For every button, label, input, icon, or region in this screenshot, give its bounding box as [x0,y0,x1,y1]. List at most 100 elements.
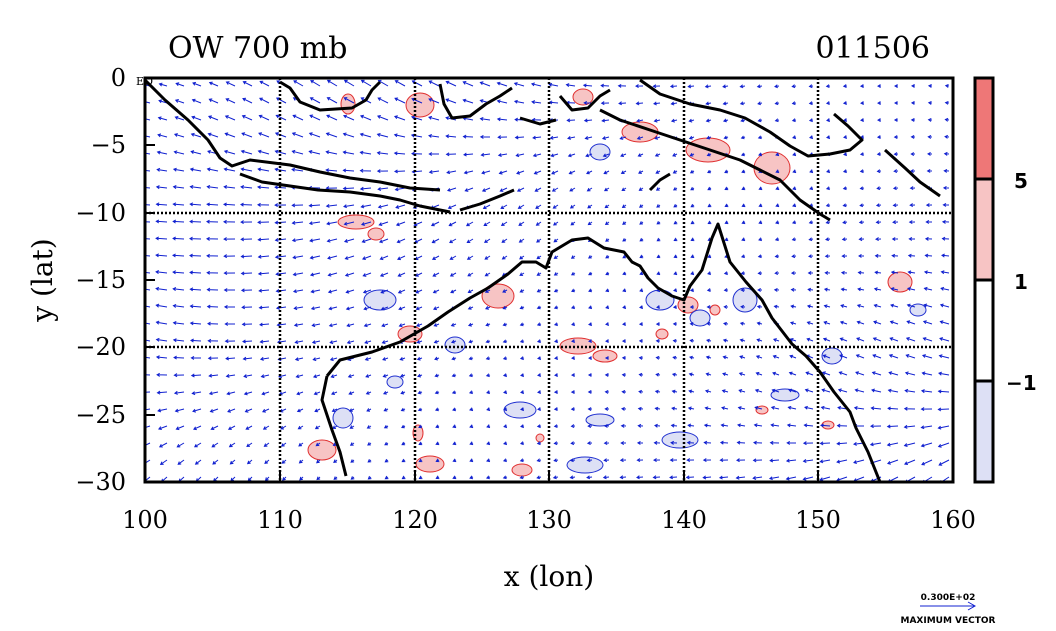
wind-vector-arrow [921,371,933,376]
wind-vector-arrow [906,320,916,325]
wind-vector-arrow [587,373,592,377]
wind-vector-arrow [688,372,695,377]
wind-vector-arrow [446,187,457,192]
wind-vector-arrow [826,169,831,174]
wind-vector-arrow [465,221,474,227]
wind-vector-arrow [802,441,814,446]
wind-vector-arrow [822,354,831,359]
wind-vector-arrow [173,150,185,155]
wind-vector-arrow [310,80,321,87]
wind-vector-arrow [496,81,508,87]
wind-vector-arrow [724,237,729,242]
wind-vector-arrow [636,118,644,123]
wind-vector-arrow [296,391,304,396]
wind-vector-arrow [605,238,610,242]
wind-vector-arrow [431,255,440,260]
wind-vector-arrow [450,322,457,327]
wind-vector-arrow [741,169,746,174]
wind-vector-arrow [941,219,950,224]
wind-vector-arrow [326,97,338,104]
wind-vector-arrow [299,476,304,481]
wind-vector-arrow [741,220,746,225]
wind-vector-arrow [939,303,950,308]
wind-vector-arrow [943,168,950,173]
wind-vector-arrow [636,475,644,480]
wind-vector-arrow [638,355,644,360]
wind-vector-arrow [500,204,508,209]
wind-vector-arrow [240,185,253,189]
wind-vector-arrow [532,135,542,140]
wind-vector-arrow [395,221,406,227]
wind-vector-arrow [292,255,304,260]
wind-vector-arrow [533,170,542,175]
wind-vector-arrow [155,236,168,241]
wind-vector-arrow [291,203,304,208]
wind-vector-arrow [653,118,661,123]
wind-vector-arrow [428,115,440,121]
wind-vector-arrow [738,372,746,376]
wind-vector-arrow [922,337,933,342]
wind-vector-arrow [311,340,321,345]
wind-vector-arrow [886,442,899,447]
wind-vector-arrow [242,339,253,344]
wind-vector-arrow [259,339,270,344]
wind-vector-arrow [435,441,440,446]
wind-vector-arrow [785,476,797,481]
wind-vector-arrow [380,289,389,294]
wind-vector-arrow [570,255,576,259]
wind-vector-arrow [769,458,780,463]
wind-vector-arrow [804,388,814,393]
wind-vector-arrow [768,476,780,481]
wind-vector-arrow [787,405,797,410]
wind-vector-arrow [774,118,780,123]
wind-vector-arrow [840,270,848,275]
wind-vector-arrow [451,356,457,361]
wind-vector-arrow [569,458,576,463]
wind-vector-arrow [327,272,338,277]
wind-vector-arrow [903,459,916,465]
wind-vector-arrow [398,306,406,311]
wind-vector-arrow [877,84,882,89]
wind-vector-arrow [259,356,270,361]
wind-vector-arrow [291,132,304,138]
wind-vector-arrow [655,372,661,377]
wind-vector-arrow [452,424,457,429]
wind-vector-arrow [282,476,287,481]
wind-vector-arrow [757,101,763,106]
x-axis: 100 110 120 130 140 150 160 [122,506,976,534]
wind-vector-arrow [312,357,321,362]
wind-vector-arrow [485,356,491,361]
wind-vector-arrow [379,272,389,277]
wind-vector-arrow [417,390,423,395]
wind-vector-arrow [394,97,406,104]
x-tick-label: 130 [526,506,572,534]
wind-vector-arrow [601,118,610,123]
wind-vector-arrow [257,254,270,259]
wind-vector-arrow [638,187,644,191]
wind-vector-arrow [536,339,542,344]
wind-vector-arrow [551,170,559,175]
wind-vector-arrow [360,79,372,87]
wind-vector-arrow [344,272,355,277]
wind-vector-arrow [552,475,559,480]
wind-vector-arrow [891,237,898,242]
wind-vector-arrow [722,84,729,89]
wind-vector-arrow [621,372,627,377]
wind-vector-arrow [519,289,525,293]
wind-vector-arrow [586,170,593,175]
wind-vector-arrow [686,440,695,445]
wind-vector-arrow [938,459,950,466]
wind-vector-arrow [519,441,525,446]
wind-vector-arrow [190,132,202,138]
wind-vector-arrow [435,458,440,463]
wind-vector-arrow [208,391,219,396]
wind-vector-arrow [854,388,865,393]
wind-vector-arrow [808,118,814,123]
wind-vector-arrow [941,236,950,241]
wind-vector-arrow [243,391,253,396]
wind-vector-arrow [485,373,491,378]
wind-vector-arrow [656,237,661,242]
wind-vector-arrow [397,272,406,277]
wind-vector-arrow [737,406,746,410]
colorbar-label: 5 [1014,169,1028,193]
